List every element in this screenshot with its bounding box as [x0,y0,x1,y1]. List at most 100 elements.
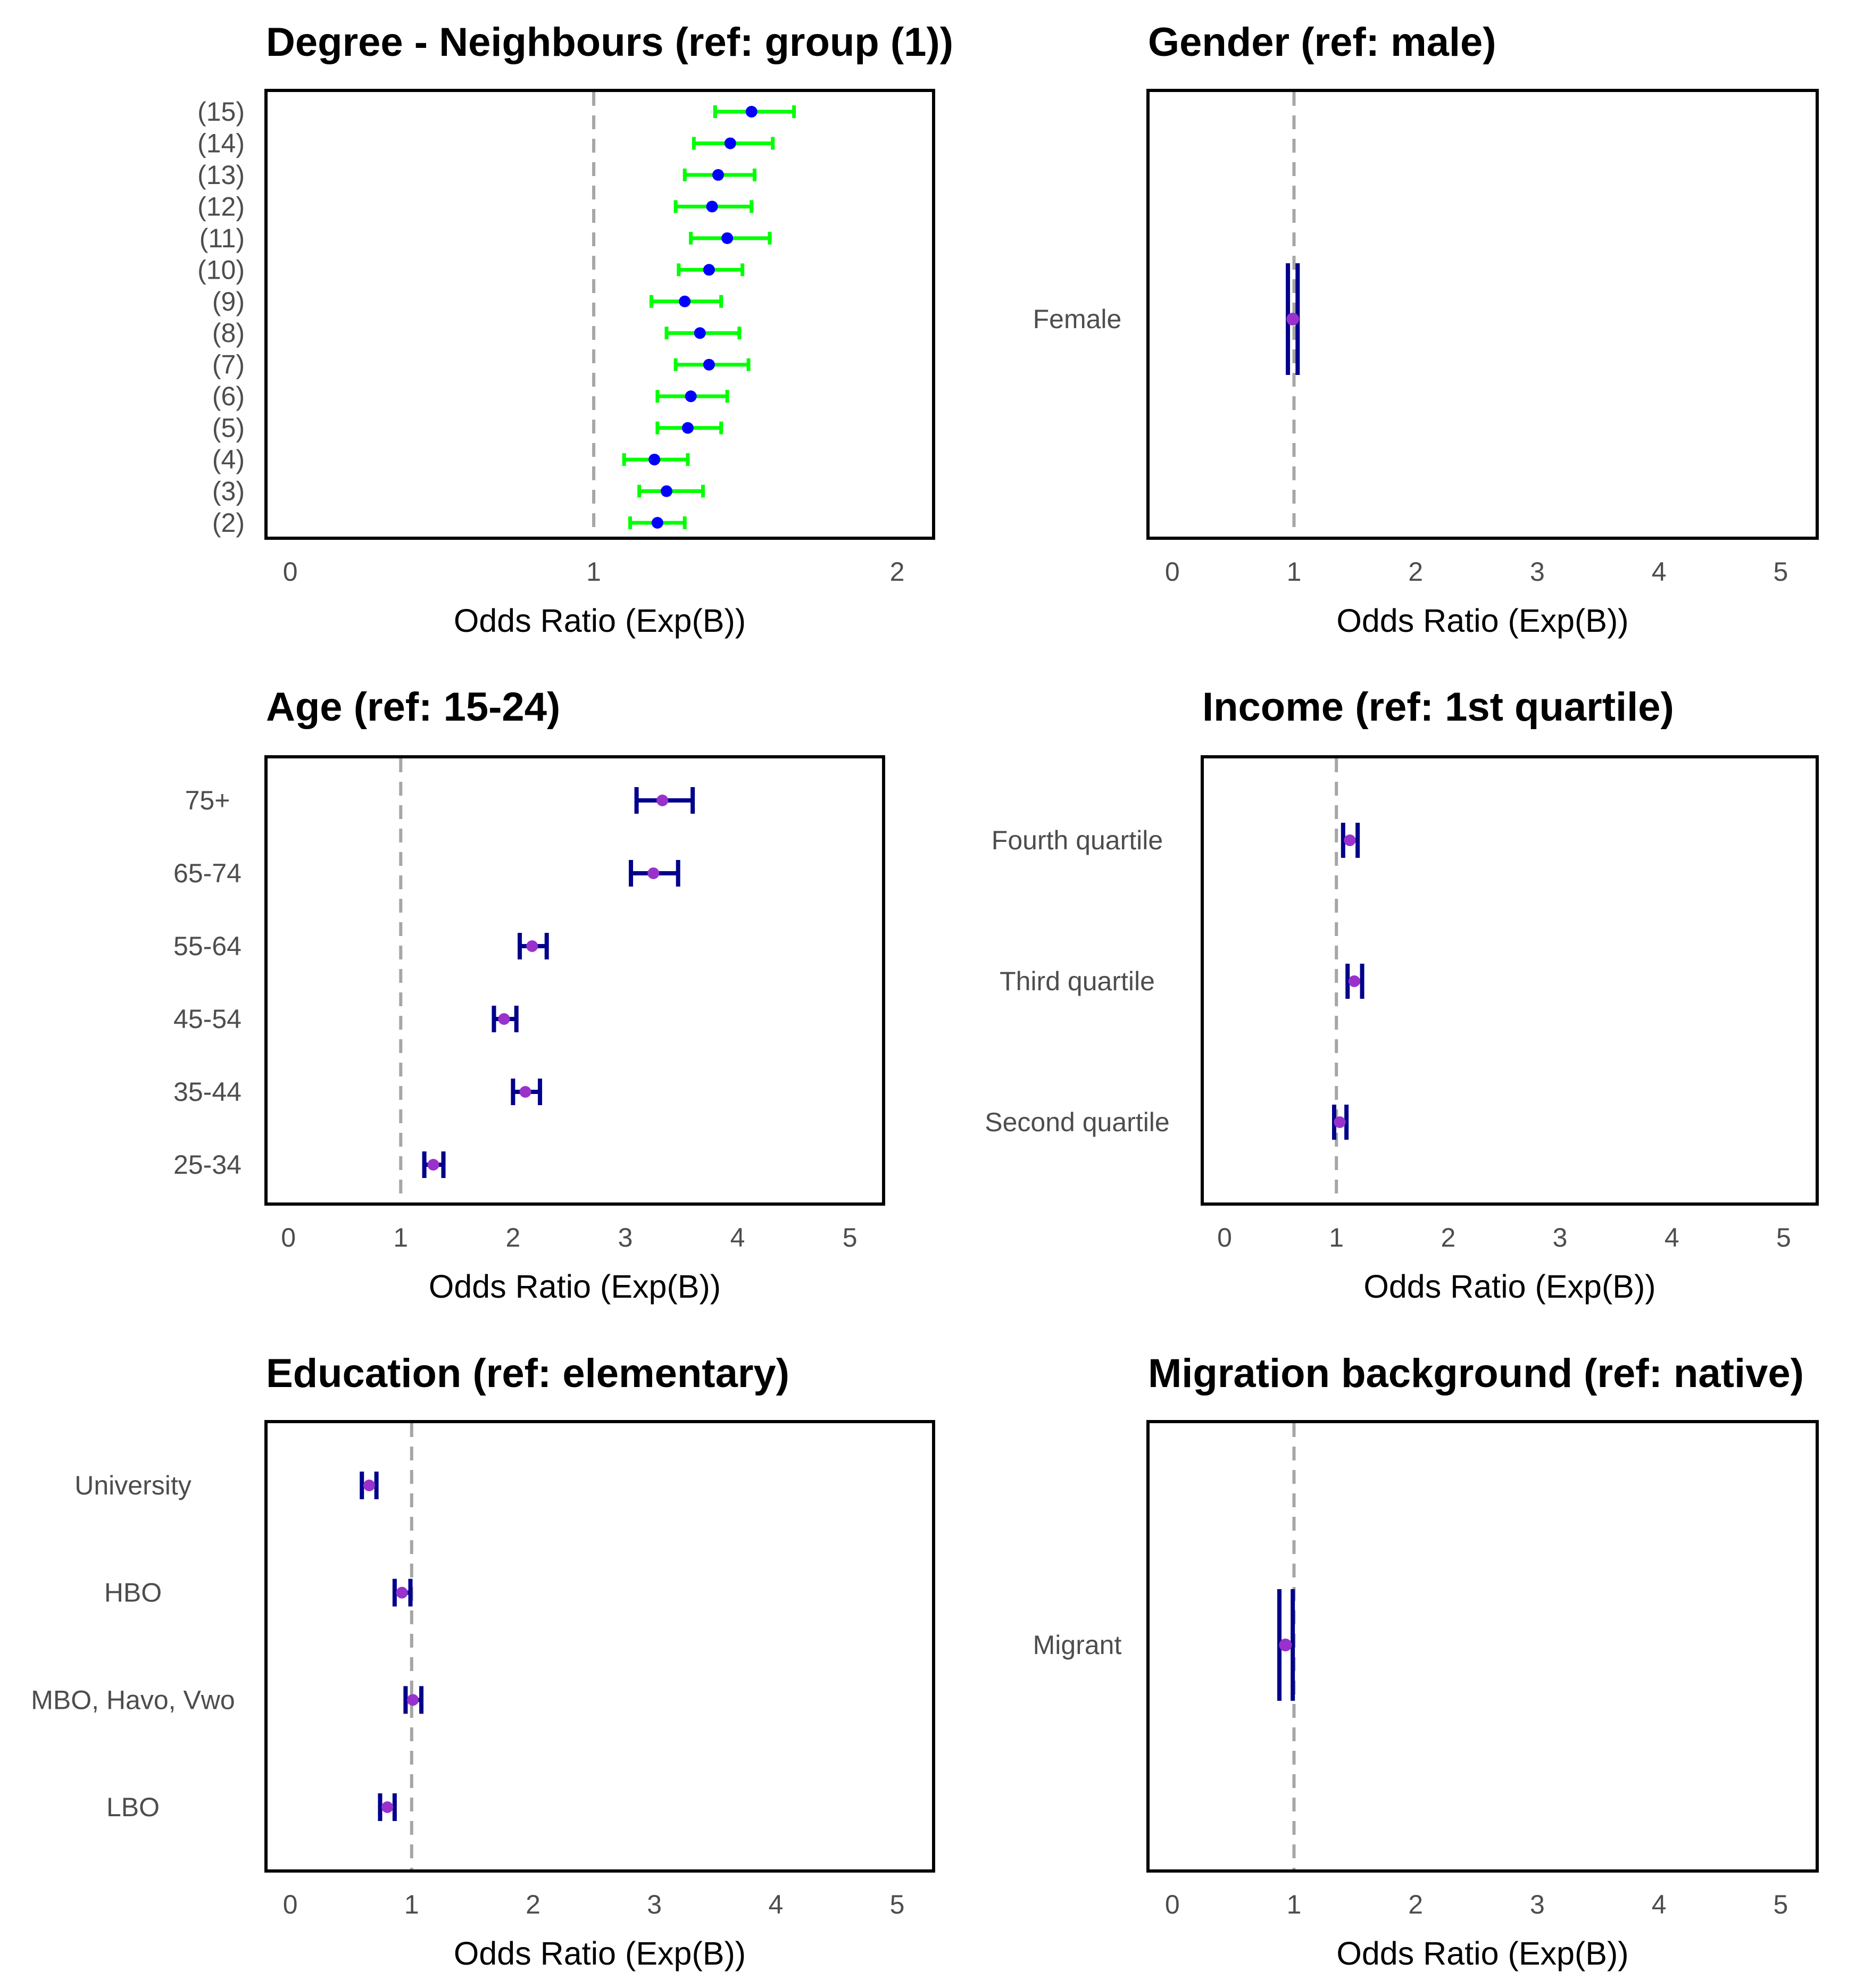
x-tick-label: 1 [1287,557,1302,587]
forest-panel: Migration background (ref: native) 0 1 2 3 4 5… [1033,1351,1819,1972]
estimate-point [648,454,661,466]
forest-panel: Education (ref: elementary) 0 1 2 3 4 5 Odds Ra… [31,1351,935,1972]
x-tick-label: 4 [730,1223,745,1252]
plot-frame [1201,755,1819,1206]
forest-panel: Degree - Neighbours (ref: group (1)) 0 1 2 O… [197,20,953,639]
estimate-point [745,106,758,118]
x-tick-label: 5 [1773,557,1788,587]
y-tick-label: LBO [106,1792,160,1822]
x-tick-label: 5 [1773,1890,1788,1919]
panel-title: Education (ref: elementary) [266,1351,789,1396]
panel-title: Income (ref: 1st quartile) [1202,684,1674,730]
y-tick-label: (14) [197,128,245,158]
estimate-point [651,517,663,529]
estimate-point [1348,975,1360,987]
y-tick-label: 75+ [185,786,230,815]
y-tick-label: (13) [197,160,245,190]
y-tick-label: (7) [212,350,245,380]
x-tick-label: 4 [1665,1223,1679,1252]
x-tick-label: 1 [393,1223,408,1252]
plot-frame [264,89,935,540]
x-tick-label: 5 [890,1890,905,1919]
estimate-point [1344,834,1356,846]
y-tick-label: (5) [212,413,245,443]
forest-panel: Income (ref: 1st quartile) 0 1 2 3 4 5 Odds Rat… [985,684,1819,1305]
estimate-point [703,264,715,276]
estimate-point [498,1013,510,1025]
forest-panel: Gender (ref: male) 0 1 2 3 4 5 Odds Ratio (Exp(… [1033,20,1819,639]
y-tick-label: (2) [212,508,245,538]
estimate-point [694,327,706,339]
y-tick-label: Fourth quartile [992,825,1163,855]
estimate-point [706,201,718,213]
x-tick-label: 1 [1329,1223,1344,1252]
estimate-point [656,795,669,806]
x-tick-label: 4 [1652,1890,1667,1919]
x-axis-title: Odds Ratio (Exp(B)) [454,1935,746,1972]
estimate-point [724,137,736,149]
estimate-point [1286,313,1300,325]
x-tick-label: 0 [1165,557,1180,587]
panel-title: Age (ref: 15-24) [266,684,560,730]
estimate-point [363,1480,375,1491]
estimate-point [1334,1116,1346,1128]
x-tick-label: 2 [526,1890,540,1919]
y-tick-label: (10) [197,255,245,285]
x-axis-title: Odds Ratio (Exp(B)) [429,1268,721,1305]
estimate-point [427,1159,439,1171]
x-tick-label: 3 [1553,1223,1568,1252]
estimate-point [647,867,660,879]
x-tick-label: 3 [647,1890,662,1919]
forest-panel: Age (ref: 15-24) 0 1 2 3 4 5 Odds Ratio (Exp(B)… [173,684,885,1305]
y-tick-label: (6) [212,381,245,411]
x-tick-label: 1 [586,557,601,587]
plot-frame [264,755,885,1206]
x-tick-label: 2 [890,557,905,587]
x-tick-label: 3 [618,1223,633,1252]
x-tick-label: 0 [283,557,298,587]
estimate-point [526,940,538,952]
x-tick-label: 3 [1530,1890,1545,1919]
x-tick-label: 4 [1652,557,1667,587]
estimate-point [396,1586,408,1599]
estimate-point [685,390,697,403]
y-tick-label: HBO [104,1578,162,1608]
estimate-point [661,485,672,497]
estimate-point [407,1694,419,1706]
y-tick-label: (11) [199,223,245,253]
x-tick-label: 3 [1530,557,1545,587]
x-axis-title: Odds Ratio (Exp(B)) [454,603,746,639]
y-tick-label: (12) [197,191,245,221]
y-tick-label: Second quartile [985,1107,1169,1137]
panel-title: Gender (ref: male) [1148,20,1496,65]
x-tick-label: 2 [1408,1890,1423,1919]
plot-frame [1146,1420,1819,1873]
y-tick-label: (9) [212,287,245,316]
y-tick-label: 65-74 [173,858,242,888]
x-tick-label: 2 [1408,557,1423,587]
x-axis-title: Odds Ratio (Exp(B)) [1336,603,1628,639]
estimate-point [681,422,694,434]
estimate-point [1279,1639,1292,1651]
x-tick-label: 0 [1165,1890,1180,1919]
x-tick-label: 1 [404,1890,419,1919]
y-tick-label: (3) [212,477,245,506]
estimate-point [381,1801,394,1813]
x-tick-label: 0 [281,1223,296,1252]
panel-title: Degree - Neighbours (ref: group (1)) [266,20,953,65]
x-tick-label: 2 [505,1223,520,1252]
y-tick-label: Migrant [1033,1630,1122,1660]
plot-frame [1146,89,1819,540]
y-tick-label: University [74,1471,191,1500]
x-tick-label: 2 [1441,1223,1455,1252]
estimate-point [519,1086,531,1098]
y-tick-label: 25-34 [173,1150,242,1180]
y-tick-label: (15) [197,97,245,127]
x-tick-label: 5 [1776,1223,1791,1252]
estimate-point [721,232,734,244]
x-tick-label: 5 [843,1223,858,1252]
y-tick-label: MBO, Havo, Vwo [31,1685,235,1715]
y-tick-label: 45-54 [173,1004,242,1034]
y-tick-label: (8) [212,318,245,348]
